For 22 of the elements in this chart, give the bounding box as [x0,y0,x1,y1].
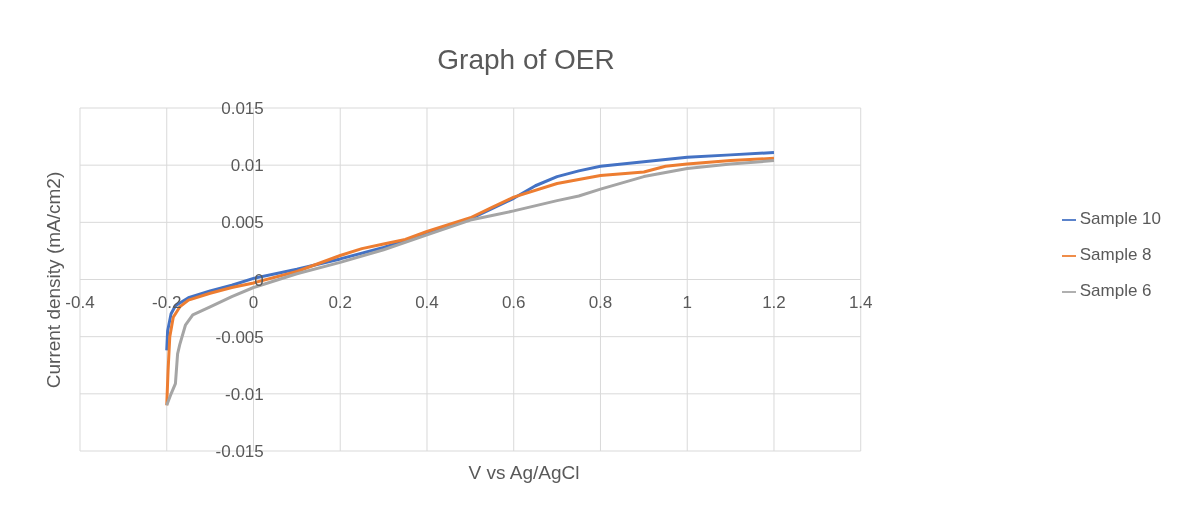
x-tick-label: 1 [682,292,692,312]
legend-label: Sample 6 [1079,281,1152,300]
x-tick-label: 1.2 [762,292,786,312]
legend-label: Sample 8 [1079,245,1152,264]
legend-label: Sample 10 [1079,209,1161,228]
x-tick-label: 0.4 [415,292,439,312]
chart-title: Graph of OER [436,44,616,76]
x-tick-label: 1.4 [848,292,873,312]
y-tick-label: -0.01 [225,384,264,404]
y-tick-label: -0.005 [215,327,264,347]
x-axis-title: V vs Ag/AgCl [467,462,581,484]
y-tick-label: 0.005 [221,213,264,233]
x-tick-label: -0.4 [65,292,95,312]
y-tick-label: 0.01 [230,156,264,176]
y-tick-label: -0.015 [215,442,264,461]
y-axis-title: Current density (mA/cm2) [43,171,65,388]
x-tick-label: 0.6 [501,292,526,312]
x-tick-label: 0.8 [588,292,613,312]
x-tick-label: -0.2 [152,292,182,312]
x-tick-label: 0.2 [328,292,353,312]
y-tick-label: 0.015 [221,99,264,118]
y-tick-label: 0 [254,270,264,290]
